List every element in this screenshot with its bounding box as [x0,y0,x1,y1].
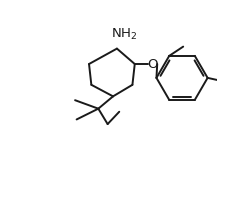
Text: O: O [147,58,158,71]
Text: NH$_2$: NH$_2$ [112,27,138,42]
